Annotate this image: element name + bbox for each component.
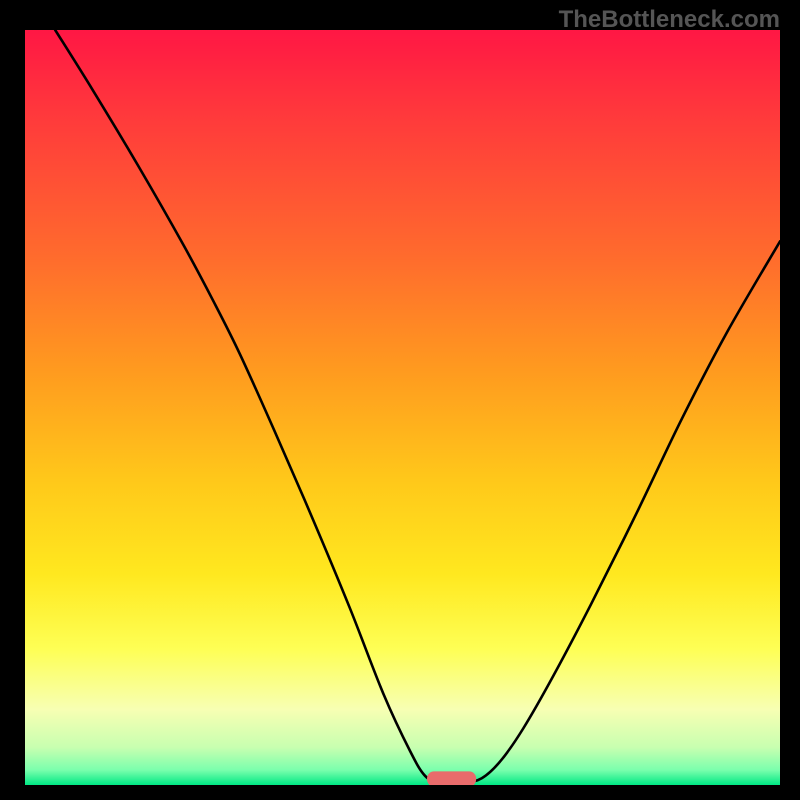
optimal-marker bbox=[427, 771, 476, 785]
watermark-text: TheBottleneck.com bbox=[559, 6, 780, 34]
chart-svg bbox=[25, 30, 780, 785]
gradient-background bbox=[25, 30, 780, 785]
chart-container: TheBottleneck.com bbox=[0, 0, 800, 800]
plot-area bbox=[25, 30, 780, 785]
